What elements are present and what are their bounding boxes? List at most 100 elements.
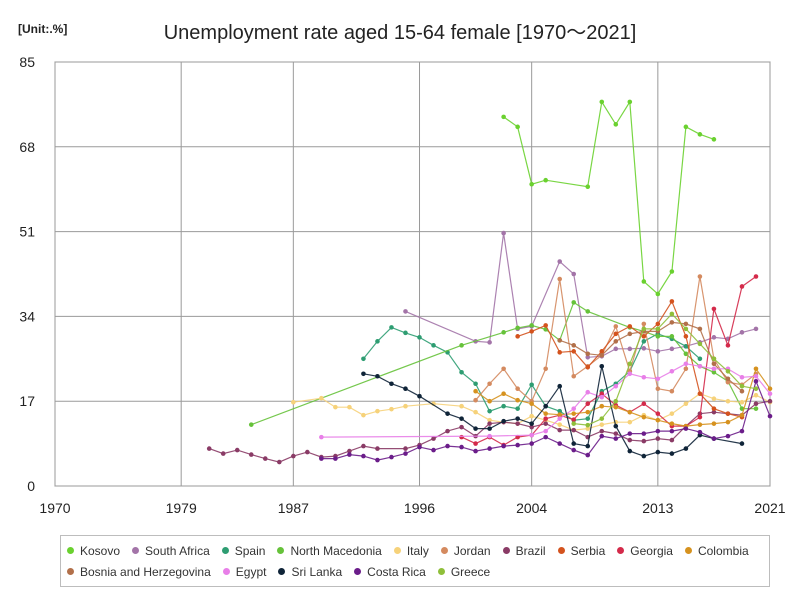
data-point-south-africa bbox=[613, 346, 619, 352]
data-point-italy bbox=[725, 398, 731, 404]
data-point-sri-lanka bbox=[515, 416, 520, 421]
data-point-sri-lanka bbox=[473, 426, 478, 431]
data-point-italy bbox=[529, 413, 534, 419]
data-point-kosovo bbox=[697, 132, 703, 137]
data-point-sri-lanka bbox=[543, 403, 548, 409]
data-point-costa-rica bbox=[683, 426, 689, 431]
data-point-sri-lanka bbox=[389, 381, 394, 387]
data-point-sri-lanka bbox=[417, 393, 422, 399]
data-point-sri-lanka bbox=[641, 453, 647, 459]
legend: Kosovo South Africa Spain North Macedonia It… bbox=[60, 535, 770, 587]
data-point-serbia bbox=[655, 321, 661, 327]
data-point-georgia bbox=[739, 284, 745, 289]
legend-item-egypt: Egypt bbox=[222, 561, 266, 582]
legend-item-brazil: Brazil bbox=[502, 540, 546, 561]
data-point-south-africa bbox=[501, 230, 506, 236]
data-point-brazil bbox=[403, 446, 408, 451]
data-point-colombia bbox=[753, 366, 759, 372]
data-point-jordan bbox=[557, 276, 563, 282]
legend-label: Brazil bbox=[515, 543, 546, 558]
data-point-sri-lanka bbox=[613, 423, 619, 429]
data-point-bosnia-and-herzegovina bbox=[725, 376, 731, 382]
unit-label: [Unit:.%] bbox=[18, 22, 68, 36]
series-line-kosovo bbox=[503, 100, 715, 295]
data-point-egypt bbox=[753, 373, 759, 379]
legend-marker bbox=[502, 547, 510, 554]
data-point-costa-rica bbox=[641, 431, 647, 436]
legend-label: Italy bbox=[406, 543, 429, 558]
data-point-georgia bbox=[599, 391, 605, 397]
data-point-bosnia-and-herzegovina bbox=[669, 320, 675, 325]
data-point-brazil bbox=[445, 428, 450, 434]
legend-marker bbox=[354, 568, 362, 575]
data-point-italy bbox=[487, 417, 492, 423]
data-point-brazil bbox=[220, 451, 226, 456]
data-point-bosnia-and-herzegovina bbox=[711, 361, 717, 367]
legend-marker bbox=[67, 547, 74, 554]
data-point-colombia bbox=[669, 421, 675, 426]
legend-item-north-macedonia: North Macedonia bbox=[277, 540, 382, 561]
data-point-kosovo bbox=[655, 291, 661, 297]
data-point-greece bbox=[669, 311, 675, 317]
data-point-italy bbox=[473, 409, 478, 415]
data-point-brazil bbox=[529, 424, 534, 430]
series-sri-lanka bbox=[361, 363, 745, 459]
data-point-spain bbox=[473, 381, 478, 387]
data-point-spain bbox=[515, 406, 520, 411]
data-point-serbia bbox=[585, 364, 591, 370]
data-point-serbia bbox=[711, 406, 717, 411]
data-point-greece bbox=[585, 422, 591, 428]
data-point-greece bbox=[613, 398, 619, 404]
legend-label: Georgia bbox=[630, 543, 673, 558]
data-point-bosnia-and-herzegovina bbox=[683, 321, 689, 327]
data-point-colombia bbox=[571, 411, 577, 416]
data-point-costa-rica bbox=[459, 444, 464, 450]
data-point-spain bbox=[683, 344, 689, 349]
data-point-costa-rica bbox=[389, 454, 394, 460]
data-point-brazil bbox=[515, 421, 520, 426]
data-point-south-africa bbox=[627, 346, 633, 352]
data-point-colombia bbox=[473, 388, 478, 394]
data-point-brazil bbox=[487, 421, 492, 426]
data-point-kosovo bbox=[529, 181, 534, 187]
legend-label: Serbia bbox=[570, 543, 606, 558]
data-point-spain bbox=[641, 339, 647, 344]
data-point-egypt bbox=[543, 428, 548, 434]
series-colombia bbox=[473, 366, 773, 429]
data-point-colombia bbox=[599, 403, 605, 409]
data-point-serbia bbox=[683, 334, 689, 339]
data-point-brazil bbox=[431, 436, 436, 441]
data-point-greece bbox=[627, 361, 633, 367]
x-tick-label: 1970 bbox=[39, 500, 70, 516]
data-point-sri-lanka bbox=[529, 421, 534, 426]
data-point-sri-lanka bbox=[557, 383, 563, 389]
data-point-costa-rica bbox=[669, 428, 675, 434]
data-point-kosovo bbox=[599, 99, 605, 105]
data-point-colombia bbox=[697, 422, 703, 427]
data-point-sri-lanka bbox=[599, 363, 605, 369]
legend-item-jordan: Jordan bbox=[440, 540, 491, 561]
data-point-costa-rica bbox=[487, 446, 492, 451]
data-point-kosovo bbox=[641, 279, 647, 284]
data-point-brazil bbox=[361, 443, 366, 449]
data-point-brazil bbox=[248, 452, 254, 457]
legend-marker bbox=[278, 568, 286, 575]
data-point-brazil bbox=[641, 438, 647, 444]
data-point-egypt bbox=[585, 389, 591, 395]
data-point-costa-rica bbox=[361, 453, 366, 459]
data-point-greece bbox=[655, 326, 661, 332]
data-point-egypt bbox=[655, 376, 661, 382]
data-point-greece bbox=[711, 356, 717, 362]
legend-marker bbox=[393, 547, 401, 554]
legend-marker bbox=[684, 547, 692, 554]
data-point-italy bbox=[711, 396, 717, 402]
data-point-costa-rica bbox=[473, 448, 478, 454]
data-point-georgia bbox=[585, 401, 591, 406]
data-point-north-macedonia bbox=[669, 334, 675, 339]
data-point-colombia bbox=[557, 412, 563, 417]
y-tick-label: 0 bbox=[27, 478, 35, 494]
data-point-georgia bbox=[641, 401, 647, 406]
series-greece bbox=[571, 311, 759, 428]
data-point-spain bbox=[417, 335, 422, 340]
data-point-costa-rica bbox=[403, 451, 408, 456]
